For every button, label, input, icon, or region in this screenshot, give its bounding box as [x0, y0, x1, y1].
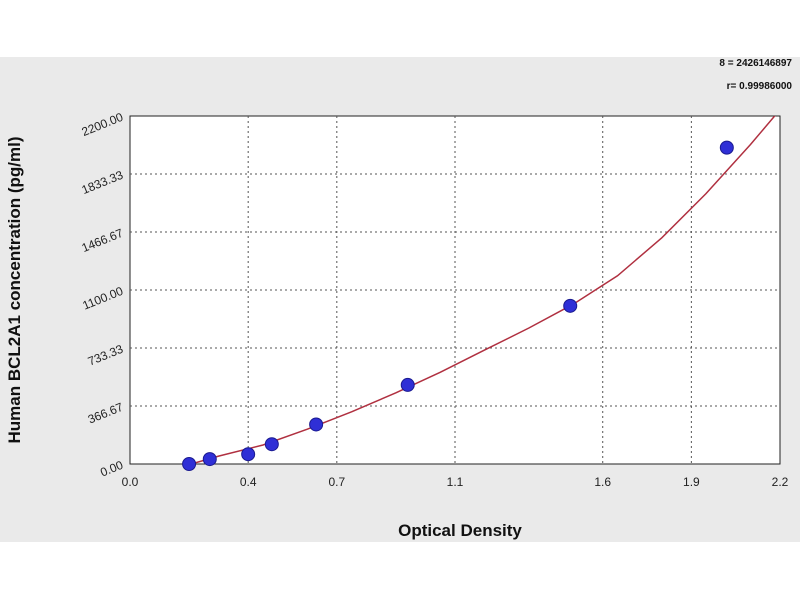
data-point	[241, 447, 256, 462]
x-tick-label: 2.2	[772, 475, 789, 489]
x-tick-label: 1.9	[683, 475, 700, 489]
fit-curve-layer	[188, 116, 776, 464]
y-tick-label: 2200.00	[80, 110, 126, 139]
y-tick-label: 366.67	[86, 400, 126, 427]
x-tick-label: 0.4	[240, 475, 257, 489]
standard-curve-chart: 0.0 0.4 0.7 1.1 1.6 1.9 2.2 0.00366.67733.3311…	[5, 58, 793, 540]
data-point	[309, 417, 324, 432]
y-tick-label: 733.33	[86, 342, 126, 369]
data-point	[563, 298, 578, 313]
grid-lines	[130, 116, 780, 464]
x-tick-label: 1.1	[447, 475, 464, 489]
data-point	[202, 452, 217, 467]
y-tick-label: 1100.00	[80, 284, 125, 313]
fit-stat-r: r= 0.99986000	[727, 81, 793, 92]
x-axis-title: Optical Density	[398, 521, 522, 540]
fit-stat-s: 8 = 2426146897	[719, 58, 792, 69]
x-tick-labels: 0.0 0.4 0.7 1.1 1.6 1.9 2.2	[122, 475, 789, 489]
data-point	[719, 140, 734, 155]
fit-curve	[188, 116, 776, 464]
y-axis-title: Human BCL2A1 concentration (pg/ml)	[5, 137, 24, 444]
data-points	[182, 140, 734, 471]
x-tick-label: 1.6	[594, 475, 611, 489]
y-tick-label: 1833.33	[80, 168, 126, 197]
data-point	[400, 377, 415, 392]
y-tick-labels: 0.00366.67733.331100.001466.671833.33220…	[80, 110, 126, 480]
x-tick-label: 0.7	[328, 475, 345, 489]
data-point	[264, 437, 279, 452]
x-tick-label: 0.0	[122, 475, 139, 489]
y-tick-label: 1466.67	[80, 226, 126, 255]
chart-frame: 0.0 0.4 0.7 1.1 1.6 1.9 2.2 0.00 366.67 733.33 11…	[0, 57, 800, 542]
data-point	[182, 457, 197, 471]
